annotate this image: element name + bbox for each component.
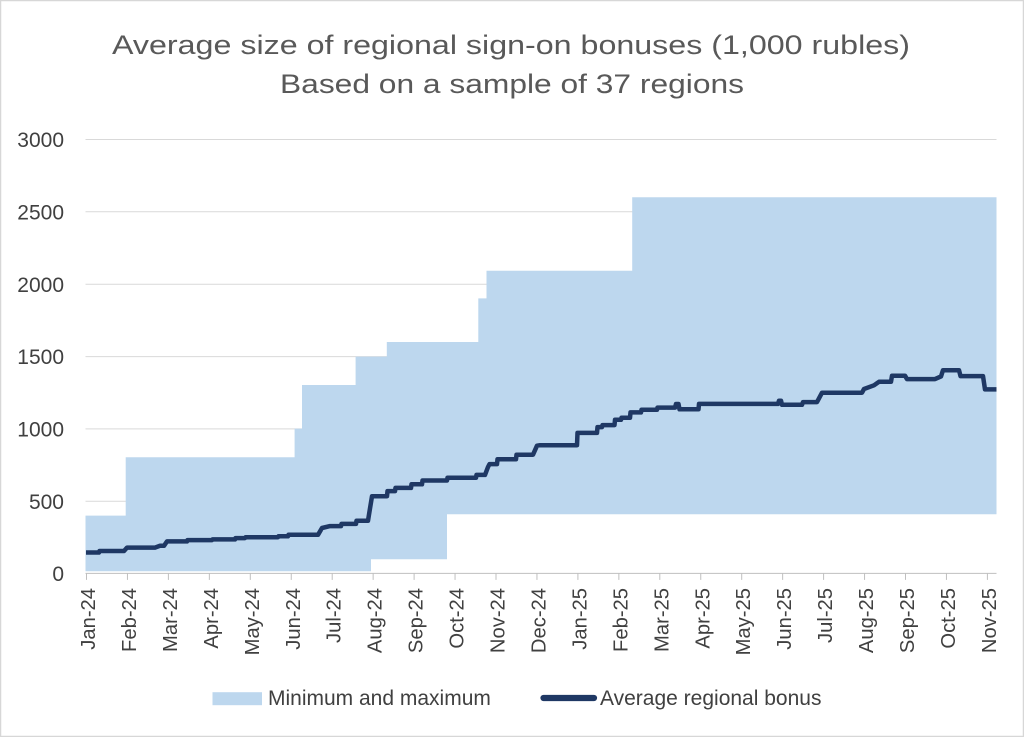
svg-text:Nov-25: Nov-25: [979, 588, 1001, 653]
svg-text:Jan-24: Jan-24: [78, 588, 100, 650]
svg-text:Based on a sample of 37 region: Based on a sample of 37 regions: [280, 69, 744, 99]
svg-text:Oct-25: Oct-25: [938, 588, 960, 649]
svg-text:Dec-24: Dec-24: [528, 588, 550, 653]
svg-text:0: 0: [52, 563, 64, 586]
svg-text:Oct-24: Oct-24: [447, 588, 469, 649]
svg-text:Jul-25: Jul-25: [815, 588, 837, 643]
svg-text:Apr-25: Apr-25: [692, 588, 714, 649]
svg-text:Mar-24: Mar-24: [160, 588, 182, 652]
svg-text:Jun-24: Jun-24: [283, 588, 305, 650]
svg-text:Jan-25: Jan-25: [569, 588, 591, 650]
svg-text:3000: 3000: [17, 129, 64, 152]
svg-text:Feb-24: Feb-24: [119, 588, 141, 652]
svg-text:500: 500: [29, 491, 64, 514]
svg-text:Jun-25: Jun-25: [774, 588, 796, 650]
svg-text:May-25: May-25: [733, 588, 755, 655]
svg-text:Aug-24: Aug-24: [365, 588, 387, 653]
svg-text:Feb-25: Feb-25: [610, 588, 632, 652]
svg-text:Apr-24: Apr-24: [201, 588, 223, 649]
svg-text:Average regional bonus: Average regional bonus: [600, 687, 821, 710]
svg-text:Sep-25: Sep-25: [897, 588, 919, 653]
svg-text:Sep-24: Sep-24: [406, 588, 428, 653]
svg-text:1500: 1500: [17, 346, 64, 369]
svg-text:1000: 1000: [17, 419, 64, 442]
svg-text:2500: 2500: [17, 201, 64, 224]
svg-text:Jul-24: Jul-24: [324, 588, 346, 643]
svg-text:2000: 2000: [17, 274, 64, 297]
svg-text:Average size of regional sign-: Average size of regional sign-on bonuses…: [112, 30, 910, 60]
svg-text:Minimum and maximum: Minimum and maximum: [268, 687, 491, 710]
svg-text:Aug-25: Aug-25: [856, 588, 878, 653]
svg-text:May-24: May-24: [242, 588, 264, 655]
svg-text:Nov-24: Nov-24: [488, 588, 510, 653]
svg-text:Mar-25: Mar-25: [651, 588, 673, 652]
